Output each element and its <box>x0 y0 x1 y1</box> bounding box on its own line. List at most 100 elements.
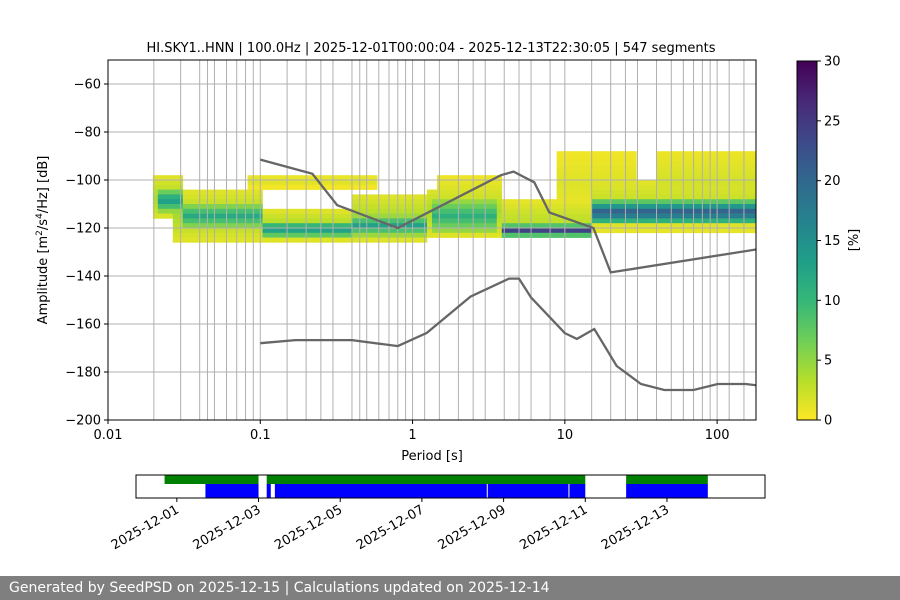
heatmap-cell <box>466 218 473 224</box>
heatmap-cell <box>212 228 218 234</box>
heatmap-cell <box>576 223 582 229</box>
heatmap-cell <box>746 194 752 200</box>
heatmap-cell <box>441 228 448 234</box>
heatmap-cell <box>546 199 552 205</box>
heatmap-cell <box>332 213 338 219</box>
heatmap-cell <box>586 213 592 219</box>
heatmap-cell <box>641 223 647 229</box>
heatmap-cell <box>621 175 627 181</box>
heatmap-cell <box>456 228 463 234</box>
heatmap-cell <box>736 199 742 205</box>
heatmap-cell <box>172 175 179 181</box>
heatmap-cell <box>322 237 328 243</box>
y-tick-label: −80 <box>74 126 101 141</box>
heatmap-cell <box>666 223 672 229</box>
heatmap-cell <box>252 184 258 190</box>
heatmap-cell <box>267 184 273 190</box>
heatmap-cell <box>441 180 448 186</box>
heatmap-cell <box>317 184 323 190</box>
heatmap-cell <box>232 223 238 229</box>
heatmap-cell <box>721 218 727 224</box>
heatmap-cell <box>397 199 403 205</box>
heatmap-cell <box>267 208 273 214</box>
heatmap-cell <box>392 237 398 243</box>
heatmap-cell <box>337 213 343 219</box>
heatmap-cell <box>671 218 677 224</box>
heatmap-cell <box>402 237 408 243</box>
heatmap-cell <box>751 218 757 224</box>
heatmap-cell <box>616 156 622 162</box>
heatmap-cell <box>521 204 527 210</box>
heatmap-cell <box>471 213 478 219</box>
heatmap-cell <box>646 218 652 224</box>
heatmap-cell <box>461 208 468 214</box>
heatmap-cell <box>297 208 303 214</box>
heatmap-cell <box>731 170 737 176</box>
heatmap-cell <box>332 175 338 181</box>
heatmap-cell <box>327 232 333 238</box>
heatmap-cell <box>631 213 637 219</box>
heatmap-cell <box>586 160 592 166</box>
heatmap-cell <box>402 232 408 238</box>
heatmap-cell <box>676 228 682 234</box>
heatmap-cell <box>686 189 692 195</box>
heatmap-cell <box>327 218 333 224</box>
heatmap-cell <box>731 208 737 214</box>
heatmap-cell <box>646 180 652 186</box>
heatmap-cell <box>337 223 343 229</box>
heatmap-cell <box>616 204 622 210</box>
heatmap-cell <box>491 184 498 190</box>
heatmap-cell <box>596 175 602 181</box>
heatmap-cell <box>362 223 368 229</box>
heatmap-cell <box>317 228 323 234</box>
heatmap-cell <box>706 175 712 181</box>
heatmap-cell <box>706 180 712 186</box>
heatmap-cell <box>387 208 393 214</box>
heatmap-cell <box>586 228 592 234</box>
heatmap-cell <box>362 180 368 186</box>
heatmap-cell <box>626 208 632 214</box>
heatmap-cell <box>491 199 498 205</box>
heatmap-cell <box>362 199 368 205</box>
heatmap-cell <box>367 232 373 238</box>
heatmap-cell <box>432 232 438 238</box>
heatmap-cell <box>656 175 662 181</box>
heatmap-cell <box>751 175 757 181</box>
heatmap-cell <box>212 194 218 200</box>
heatmap-cell <box>551 228 557 234</box>
heatmap-cell <box>372 204 378 210</box>
heatmap-cell <box>686 184 692 190</box>
heatmap-cell <box>601 165 607 171</box>
heatmap-cell <box>197 232 203 238</box>
heatmap-cell <box>601 228 607 234</box>
heatmap-cell <box>427 232 433 238</box>
heatmap-cell <box>382 218 388 224</box>
heatmap-cell <box>706 156 712 162</box>
heatmap-cell <box>731 223 737 229</box>
heatmap-cell <box>466 184 473 190</box>
heatmap-cell <box>481 199 488 205</box>
heatmap-cell <box>566 194 572 200</box>
heatmap-cell <box>651 204 657 210</box>
heatmap-cell <box>252 232 258 238</box>
heatmap-cell <box>561 156 567 162</box>
heatmap-cell <box>287 223 293 229</box>
heatmap-cell <box>751 208 757 214</box>
heatmap-cell <box>441 204 448 210</box>
heatmap-cell <box>631 223 637 229</box>
heatmap-cell <box>576 160 582 166</box>
heatmap-cell <box>681 184 687 190</box>
heatmap-cell <box>656 223 662 229</box>
heatmap-cell <box>606 213 612 219</box>
heatmap-cell <box>596 228 602 234</box>
heatmap-cell <box>441 232 448 238</box>
heatmap-cell <box>172 204 179 210</box>
heatmap-cell <box>167 180 174 186</box>
heatmap-cell <box>596 184 602 190</box>
heatmap-cell <box>252 180 258 186</box>
heatmap-cell <box>586 199 592 205</box>
heatmap-cell <box>347 228 353 234</box>
heatmap-cell <box>626 184 632 190</box>
heatmap-cell <box>681 218 687 224</box>
heatmap-cell <box>287 213 293 219</box>
